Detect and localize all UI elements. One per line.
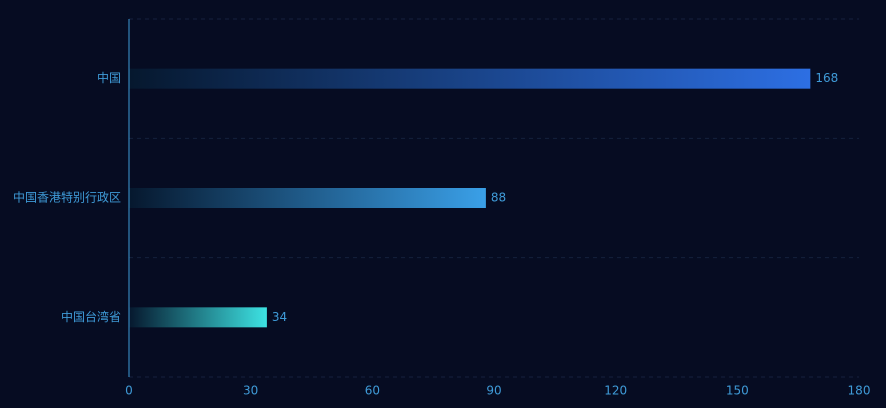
bars xyxy=(129,68,811,328)
x-tick-label: 180 xyxy=(848,384,871,398)
x-tick-label: 150 xyxy=(726,384,749,398)
labels: 中国 168 中国香港特别行政区 88 中国台湾省 34 xyxy=(13,70,838,324)
bar-1[interactable] xyxy=(129,188,486,208)
value-label: 168 xyxy=(815,71,838,85)
category-label: 中国 xyxy=(97,70,121,85)
category-label: 中国台湾省 xyxy=(61,309,121,324)
x-tick-label: 0 xyxy=(125,384,133,398)
x-tick-label: 90 xyxy=(486,384,501,398)
category-label: 中国香港特别行政区 xyxy=(13,190,121,205)
value-label: 34 xyxy=(272,310,287,324)
value-label: 88 xyxy=(491,191,506,205)
x-tick-label: 30 xyxy=(243,384,258,398)
x-tick-label: 120 xyxy=(604,384,627,398)
axes: 0 30 60 90 120 150 180 xyxy=(125,19,870,398)
bar-0[interactable] xyxy=(129,68,811,89)
grid-lines xyxy=(129,18,859,378)
bar-2[interactable] xyxy=(129,307,267,328)
x-tick-label: 60 xyxy=(365,384,380,398)
